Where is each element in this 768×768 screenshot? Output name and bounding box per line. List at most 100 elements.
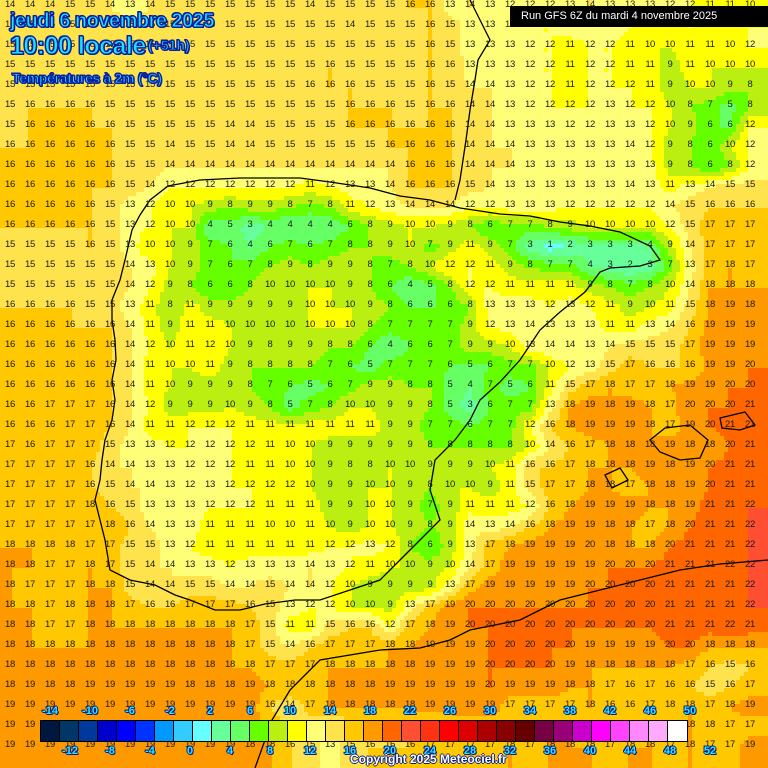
- temperature-value: 11: [625, 59, 635, 70]
- temperature-value: 17: [705, 239, 715, 250]
- legend-swatch: [250, 721, 269, 741]
- temperature-value: 19: [605, 419, 615, 430]
- temperature-value: 16: [25, 399, 35, 410]
- temperature-value: 17: [85, 519, 95, 530]
- temperature-value: 15: [45, 39, 55, 50]
- temperature-value: 11: [705, 39, 715, 50]
- temperature-value: 11: [265, 439, 275, 450]
- temperature-value: 10: [545, 359, 555, 370]
- temperature-value: 14: [345, 159, 355, 170]
- temperature-value: 19: [385, 679, 395, 690]
- temperature-value: 12: [385, 539, 395, 550]
- temperature-value: 7: [487, 379, 493, 390]
- temperature-value: 18: [645, 399, 655, 410]
- temperature-value: 10: [325, 279, 335, 290]
- temperature-value: 15: [265, 619, 275, 630]
- temperature-value: 10: [325, 519, 335, 530]
- temperature-value: 15: [105, 59, 115, 70]
- temperature-value: 15: [205, 19, 215, 30]
- temperature-value: 19: [125, 679, 135, 690]
- temperature-value: 13: [445, 0, 455, 10]
- temperature-value: 19: [645, 459, 655, 470]
- temperature-value: 18: [365, 659, 375, 670]
- temperature-value: 7: [387, 359, 393, 370]
- temperature-value: 15: [165, 99, 175, 110]
- temperature-value: 8: [267, 259, 273, 270]
- temperature-value: 11: [165, 419, 175, 430]
- temperature-value: 18: [565, 499, 575, 510]
- temperature-value: 11: [565, 279, 575, 290]
- temperature-value: 10: [345, 579, 355, 590]
- temperature-value: 9: [367, 379, 373, 390]
- temperature-value: 15: [245, 39, 255, 50]
- temperature-value: 22: [745, 559, 755, 570]
- legend-bottom-label: 16: [343, 745, 357, 757]
- temperature-value: 18: [205, 619, 215, 630]
- temperature-value: 22: [725, 559, 735, 570]
- temperature-value: 9: [447, 499, 453, 510]
- temperature-value: 12: [325, 579, 335, 590]
- temperature-value: 18: [585, 679, 595, 690]
- temperature-value: 9: [187, 379, 193, 390]
- temperature-value: 20: [545, 639, 555, 650]
- temperature-value: 9: [407, 579, 413, 590]
- temperature-value: 19: [705, 319, 715, 330]
- temperature-value: 18: [605, 399, 615, 410]
- temperature-value: 11: [465, 239, 475, 250]
- temperature-value: 19: [85, 679, 95, 690]
- temperature-value: 13: [565, 299, 575, 310]
- temperature-value: 18: [605, 439, 615, 450]
- temperature-value: 20: [745, 359, 755, 370]
- temperature-value: 16: [325, 79, 335, 90]
- temperature-value: 12: [245, 499, 255, 510]
- temperature-value: 18: [405, 659, 415, 670]
- legend-swatch: [478, 721, 497, 741]
- temperature-value: 17: [25, 459, 35, 470]
- temperature-value: 11: [285, 419, 295, 430]
- temperature-value: 11: [185, 299, 195, 310]
- temperature-value: 12: [445, 259, 455, 270]
- temperature-value: 6: [407, 339, 413, 350]
- temperature-value: 9: [347, 499, 353, 510]
- temperature-value: 16: [5, 299, 15, 310]
- temperature-value: 15: [265, 599, 275, 610]
- temperature-value: 19: [165, 679, 175, 690]
- temperature-value: 17: [565, 479, 575, 490]
- temperature-value: 17: [465, 579, 475, 590]
- temperature-value: 15: [205, 139, 215, 150]
- temperature-value: 12: [745, 159, 755, 170]
- temperature-value: 10: [665, 279, 675, 290]
- temperature-value: 9: [407, 419, 413, 430]
- temperature-value: 11: [285, 539, 295, 550]
- temperature-value: 11: [505, 479, 515, 490]
- temperature-value: 20: [645, 559, 655, 570]
- temperature-value: 9: [487, 339, 493, 350]
- temperature-value: 18: [65, 679, 75, 690]
- temperature-value: 12: [605, 39, 615, 50]
- temperature-value: 20: [725, 399, 735, 410]
- temperature-value: 19: [525, 579, 535, 590]
- temperature-value: 16: [105, 159, 115, 170]
- temperature-value: 20: [565, 639, 575, 650]
- temperature-value: 20: [505, 639, 515, 650]
- temperature-value: 19: [725, 339, 735, 350]
- temperature-value: 15: [305, 99, 315, 110]
- temperature-value: 17: [65, 619, 75, 630]
- temperature-value: 10: [725, 59, 735, 70]
- temperature-value: 11: [265, 499, 275, 510]
- temperature-value: 19: [505, 579, 515, 590]
- temperature-value: 12: [245, 179, 255, 190]
- temperature-value: 16: [425, 19, 435, 30]
- temperature-value: 11: [145, 299, 155, 310]
- legend-swatch: [554, 721, 573, 741]
- temperature-value: 15: [625, 339, 635, 350]
- temperature-value: 16: [405, 159, 415, 170]
- temperature-value: 15: [265, 19, 275, 30]
- temperature-value: 19: [685, 479, 695, 490]
- temperature-value: 18: [45, 659, 55, 670]
- temperature-value: 18: [25, 559, 35, 570]
- temperature-value: 7: [207, 259, 213, 270]
- temperature-value: 6: [347, 219, 353, 230]
- temperature-value: 20: [525, 619, 535, 630]
- temperature-value: 15: [225, 19, 235, 30]
